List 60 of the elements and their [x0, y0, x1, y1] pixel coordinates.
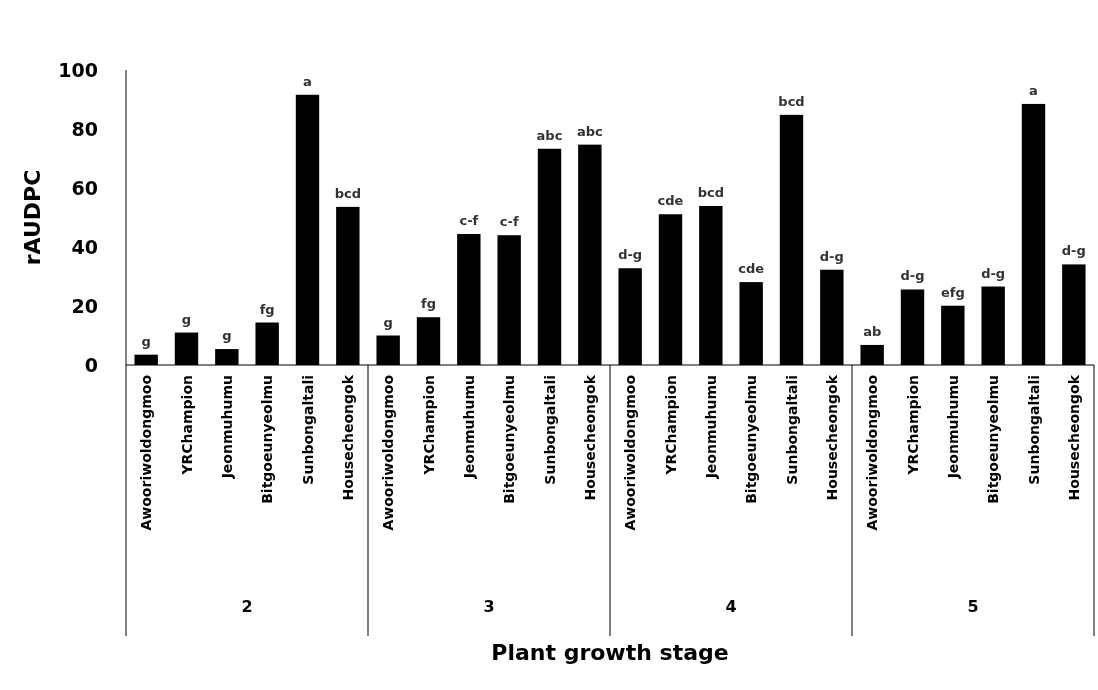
x-tick-label: Jeonmuhumu [944, 375, 961, 480]
y-tick-label: 0 [84, 353, 98, 376]
x-axis-title: Plant growth stage [491, 640, 729, 665]
x-tick-label: Bitgoeunyeolmu [501, 375, 518, 504]
x-tick-label: Jeonmuhumu [702, 375, 719, 480]
text: 3 [483, 597, 495, 616]
data-label: a [303, 73, 312, 89]
data-label: cde [738, 261, 765, 277]
x-tick-label: Bitgoeunyeolmu [743, 375, 760, 504]
x-tick-label: Housecheongok [581, 374, 598, 501]
y-tick-label: 40 [71, 235, 98, 258]
data-label: d-g [981, 265, 1006, 281]
y-tick-label: 60 [71, 176, 98, 199]
x-tick-label: YRChampion [904, 375, 921, 476]
x-tick-label: Housecheongok [823, 374, 840, 501]
x-tick-label: Bitgoeunyeolmu [985, 375, 1002, 504]
data-label: cde [657, 193, 684, 209]
data-label: d-g [900, 268, 925, 284]
x-tick-label: Awooriwoldongmoo [380, 374, 397, 531]
data-label: d-g [618, 247, 643, 263]
data-label: d-g [1061, 243, 1086, 259]
x-tick-label: Jeonmuhumu [218, 375, 235, 480]
y-axis-title: rAUDPC [20, 169, 45, 266]
x-tick-label: Sunbongaltali [783, 375, 800, 485]
x-tick-label: Sunbongaltali [541, 375, 558, 485]
x-tick-label: Sunbongaltali [299, 375, 316, 485]
data-label: g [181, 311, 192, 327]
data-label: g [222, 328, 232, 344]
x-tick-label: YRChampion [178, 375, 195, 476]
x-tick-label: Sunbongaltali [1025, 375, 1042, 485]
text: 2 [241, 597, 253, 616]
x-tick-label: YRChampion [420, 375, 437, 476]
data-label: bcd [778, 93, 805, 109]
data-label: d-g [819, 248, 844, 264]
text: 5 [967, 597, 979, 616]
x-tick-label: Housecheongok [1065, 374, 1082, 501]
data-label: abc [576, 123, 603, 139]
data-label: a [1029, 82, 1038, 98]
x-tick-label: Jeonmuhumu [460, 375, 477, 480]
x-tick-label: YRChampion [662, 375, 679, 476]
data-label: c-f [499, 214, 519, 230]
x-tick-label: Bitgoeunyeolmu [259, 375, 276, 504]
data-label: g [383, 314, 393, 330]
x-tick-label: Awooriwoldongmoo [864, 374, 881, 531]
data-label: ab [863, 323, 882, 339]
y-tick-label: 20 [71, 294, 98, 317]
x-tick-label: Awooriwoldongmoo [138, 374, 155, 531]
y-tick-label: 80 [71, 117, 98, 140]
data-label: abc [536, 127, 563, 143]
x-tick-label: Awooriwoldongmoo [622, 374, 639, 531]
x-tick-label: Housecheongok [339, 374, 356, 501]
data-label: g [141, 333, 151, 349]
data-label: efg [940, 284, 965, 300]
data-label: c-f [459, 213, 479, 229]
text: 4 [725, 597, 737, 616]
data-label: fg [421, 296, 436, 312]
data-label: fg [259, 301, 275, 317]
data-label: bcd [334, 185, 361, 201]
data-label: bcd [697, 184, 724, 200]
y-tick-label: 100 [58, 58, 98, 81]
